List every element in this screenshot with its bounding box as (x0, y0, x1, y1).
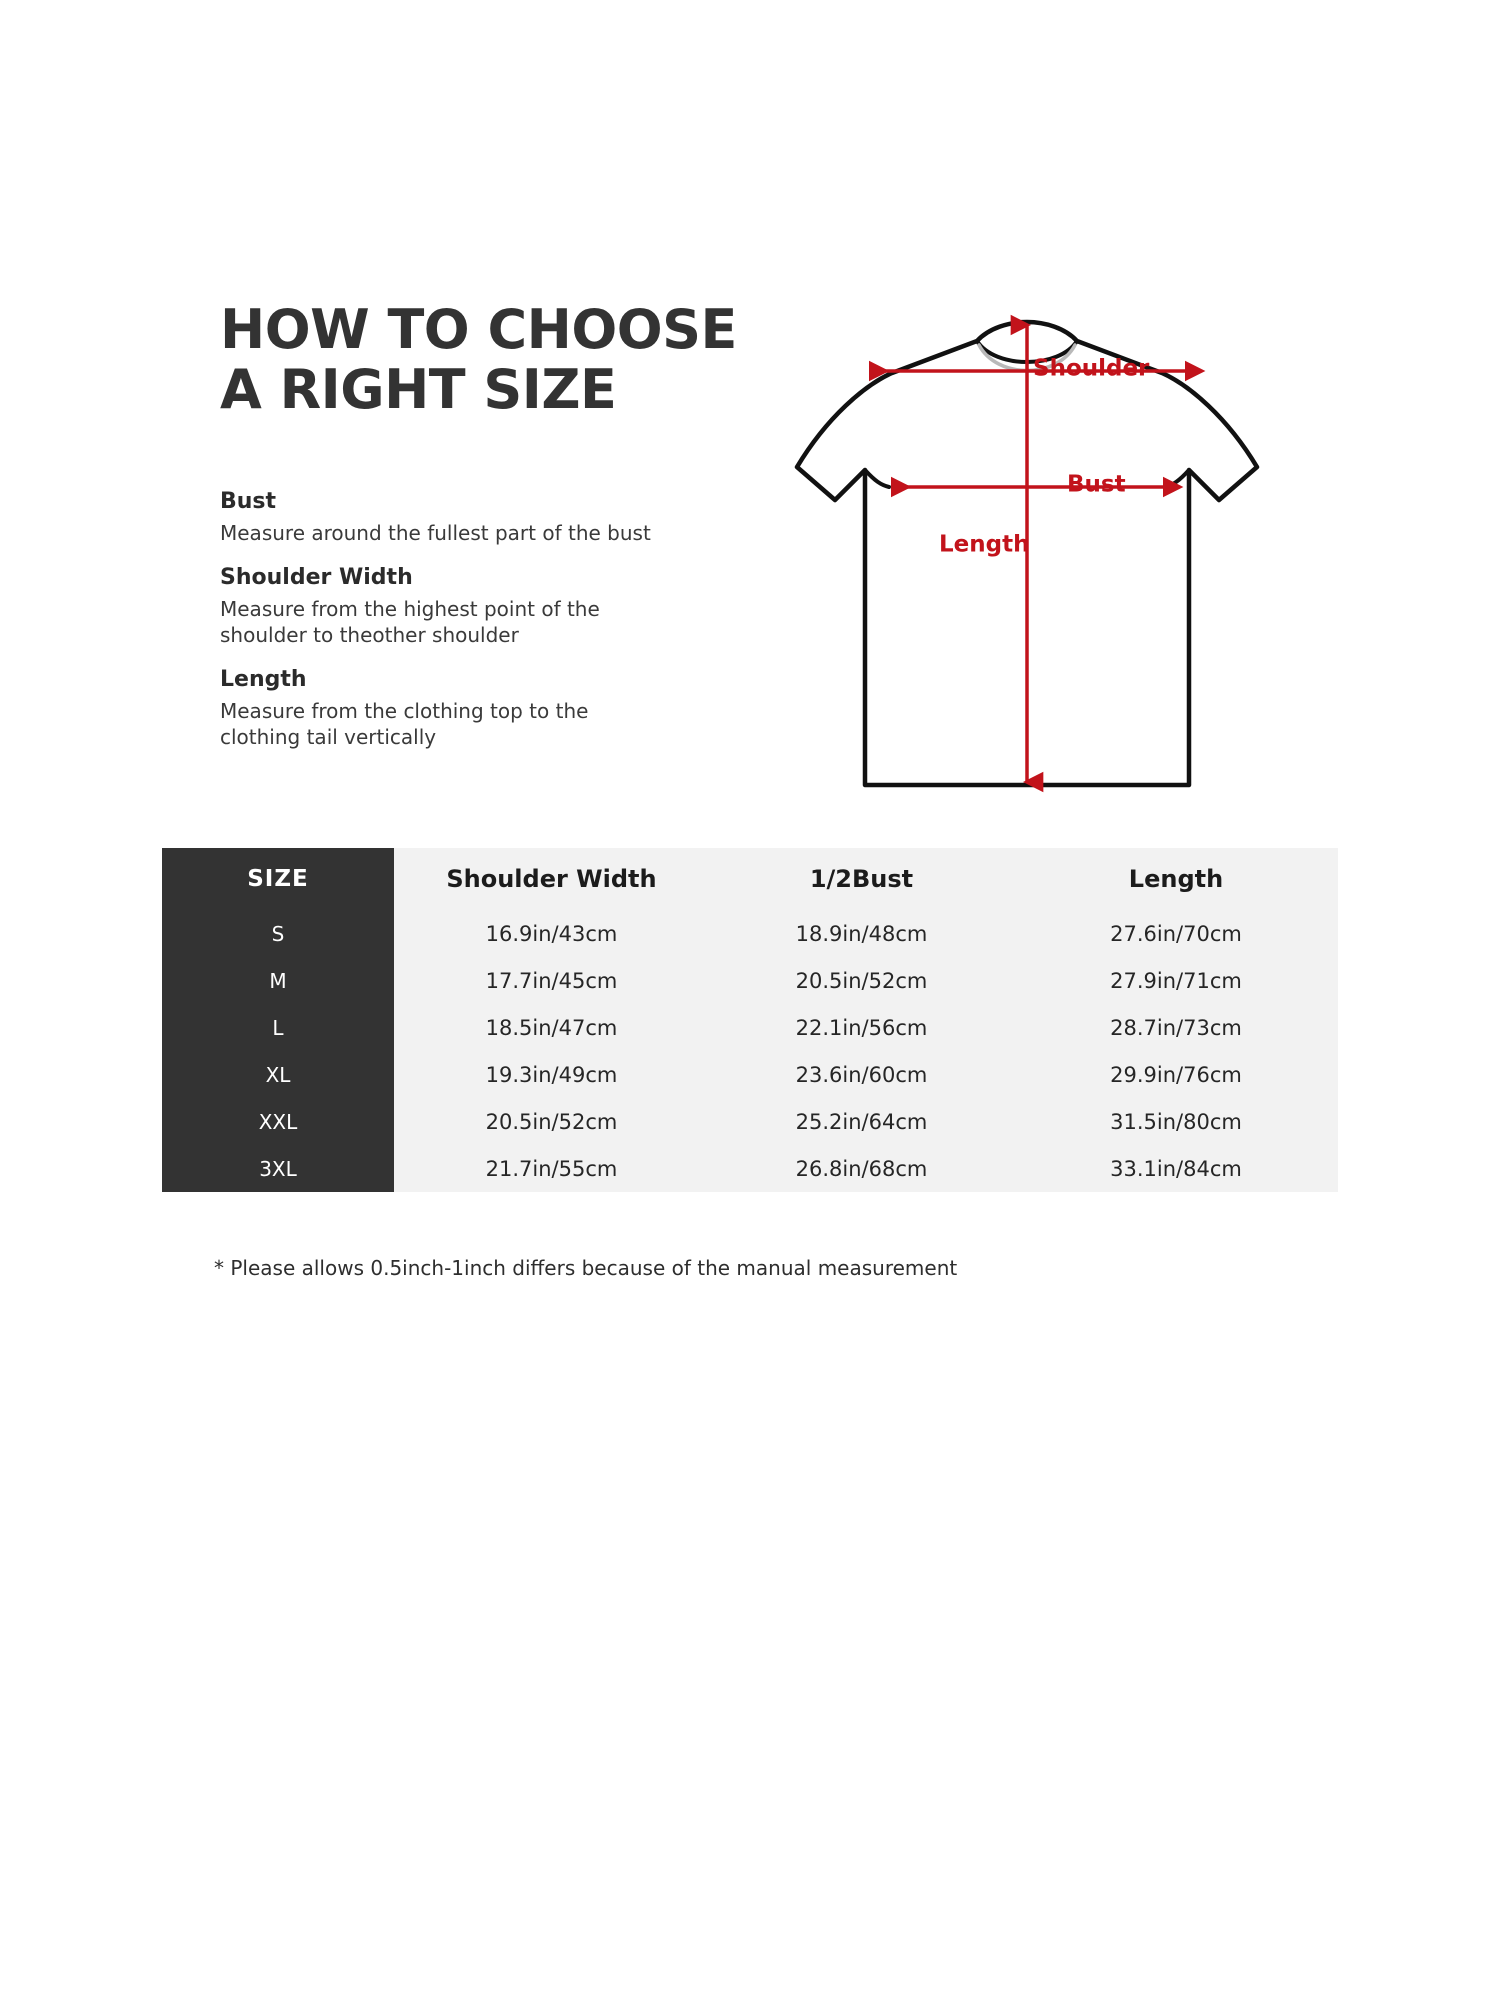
page-title: HOW TO CHOOSE A RIGHT SIZE (220, 300, 780, 420)
definition-term-bust: Bust (220, 489, 277, 514)
cell-half-bust: 22.1in/56cm (709, 1004, 1014, 1051)
cell-half-bust: 20.5in/52cm (709, 957, 1014, 1004)
cell-size: L (162, 1004, 394, 1051)
table-row: L 18.5in/47cm 22.1in/56cm 28.7in/73cm (162, 1004, 1338, 1051)
definition-term-shoulder-width: Shoulder Width (220, 565, 413, 590)
measurement-definitions: Bust Measure around the fullest part of … (220, 487, 740, 767)
page-gutter-right (1338, 0, 1500, 2000)
cell-length: 27.9in/71cm (1014, 957, 1338, 1004)
cell-shoulder-width: 17.7in/45cm (394, 957, 709, 1004)
table-row: M 17.7in/45cm 20.5in/52cm 27.9in/71cm (162, 957, 1338, 1004)
tshirt-measurement-diagram: Shoulder Bust Length (757, 295, 1297, 815)
definition-term-length: Length (220, 667, 307, 692)
definition-desc-shoulder-width: Measure from the highest point of the sh… (220, 597, 600, 647)
cell-length: 28.7in/73cm (1014, 1004, 1338, 1051)
cell-shoulder-width: 20.5in/52cm (394, 1098, 709, 1145)
sleeve-seam-left (863, 468, 891, 489)
shoulder-label: Shoulder (1033, 356, 1150, 382)
cell-length: 29.9in/76cm (1014, 1051, 1338, 1098)
cell-size: M (162, 957, 394, 1004)
cell-length: 33.1in/84cm (1014, 1145, 1338, 1192)
cell-half-bust: 18.9in/48cm (709, 910, 1014, 957)
cell-shoulder-width: 21.7in/55cm (394, 1145, 709, 1192)
length-label: Length (939, 532, 1029, 558)
column-header-half-bust: 1/2Bust (709, 848, 1014, 910)
content-sheet: HOW TO CHOOSE A RIGHT SIZE Bust Measure … (162, 0, 1338, 2000)
cell-shoulder-width: 18.5in/47cm (394, 1004, 709, 1051)
page-gutter-left (0, 0, 162, 2000)
page-title-line-2: A RIGHT SIZE (220, 358, 617, 421)
table-row: S 16.9in/43cm 18.9in/48cm 27.6in/70cm (162, 910, 1338, 957)
table-header-row: SIZE Shoulder Width 1/2Bust Length (162, 848, 1338, 910)
definition-bust: Bust Measure around the fullest part of … (220, 487, 740, 546)
cell-size: S (162, 910, 394, 957)
cell-half-bust: 23.6in/60cm (709, 1051, 1014, 1098)
table-row: 3XL 21.7in/55cm 26.8in/68cm 33.1in/84cm (162, 1145, 1338, 1192)
column-header-size: SIZE (162, 848, 394, 910)
column-header-length: Length (1014, 848, 1338, 910)
table-row: XL 19.3in/49cm 23.6in/60cm 29.9in/76cm (162, 1051, 1338, 1098)
table-row: XXL 20.5in/52cm 25.2in/64cm 31.5in/80cm (162, 1098, 1338, 1145)
size-chart-table-wrapper: SIZE Shoulder Width 1/2Bust Length S 16.… (162, 848, 1338, 1192)
cell-size: XL (162, 1051, 394, 1098)
size-chart-table: SIZE Shoulder Width 1/2Bust Length S 16.… (162, 848, 1338, 1192)
cell-size: 3XL (162, 1145, 394, 1192)
definition-desc-length: Measure from the clothing top to the clo… (220, 699, 589, 749)
page-title-line-1: HOW TO CHOOSE (220, 298, 737, 361)
bust-label: Bust (1067, 472, 1126, 498)
cell-size: XXL (162, 1098, 394, 1145)
cell-length: 31.5in/80cm (1014, 1098, 1338, 1145)
cell-length: 27.6in/70cm (1014, 910, 1338, 957)
top-section: HOW TO CHOOSE A RIGHT SIZE Bust Measure … (162, 0, 1338, 848)
definition-shoulder-width: Shoulder Width Measure from the highest … (220, 563, 740, 648)
cell-shoulder-width: 19.3in/49cm (394, 1051, 709, 1098)
cell-half-bust: 25.2in/64cm (709, 1098, 1014, 1145)
definition-length: Length Measure from the clothing top to … (220, 665, 740, 750)
cell-half-bust: 26.8in/68cm (709, 1145, 1014, 1192)
measurement-disclaimer: * Please allows 0.5inch-1inch differs be… (214, 1256, 958, 1280)
cell-shoulder-width: 16.9in/43cm (394, 910, 709, 957)
definition-desc-bust: Measure around the fullest part of the b… (220, 521, 651, 545)
column-header-shoulder-width: Shoulder Width (394, 848, 709, 910)
